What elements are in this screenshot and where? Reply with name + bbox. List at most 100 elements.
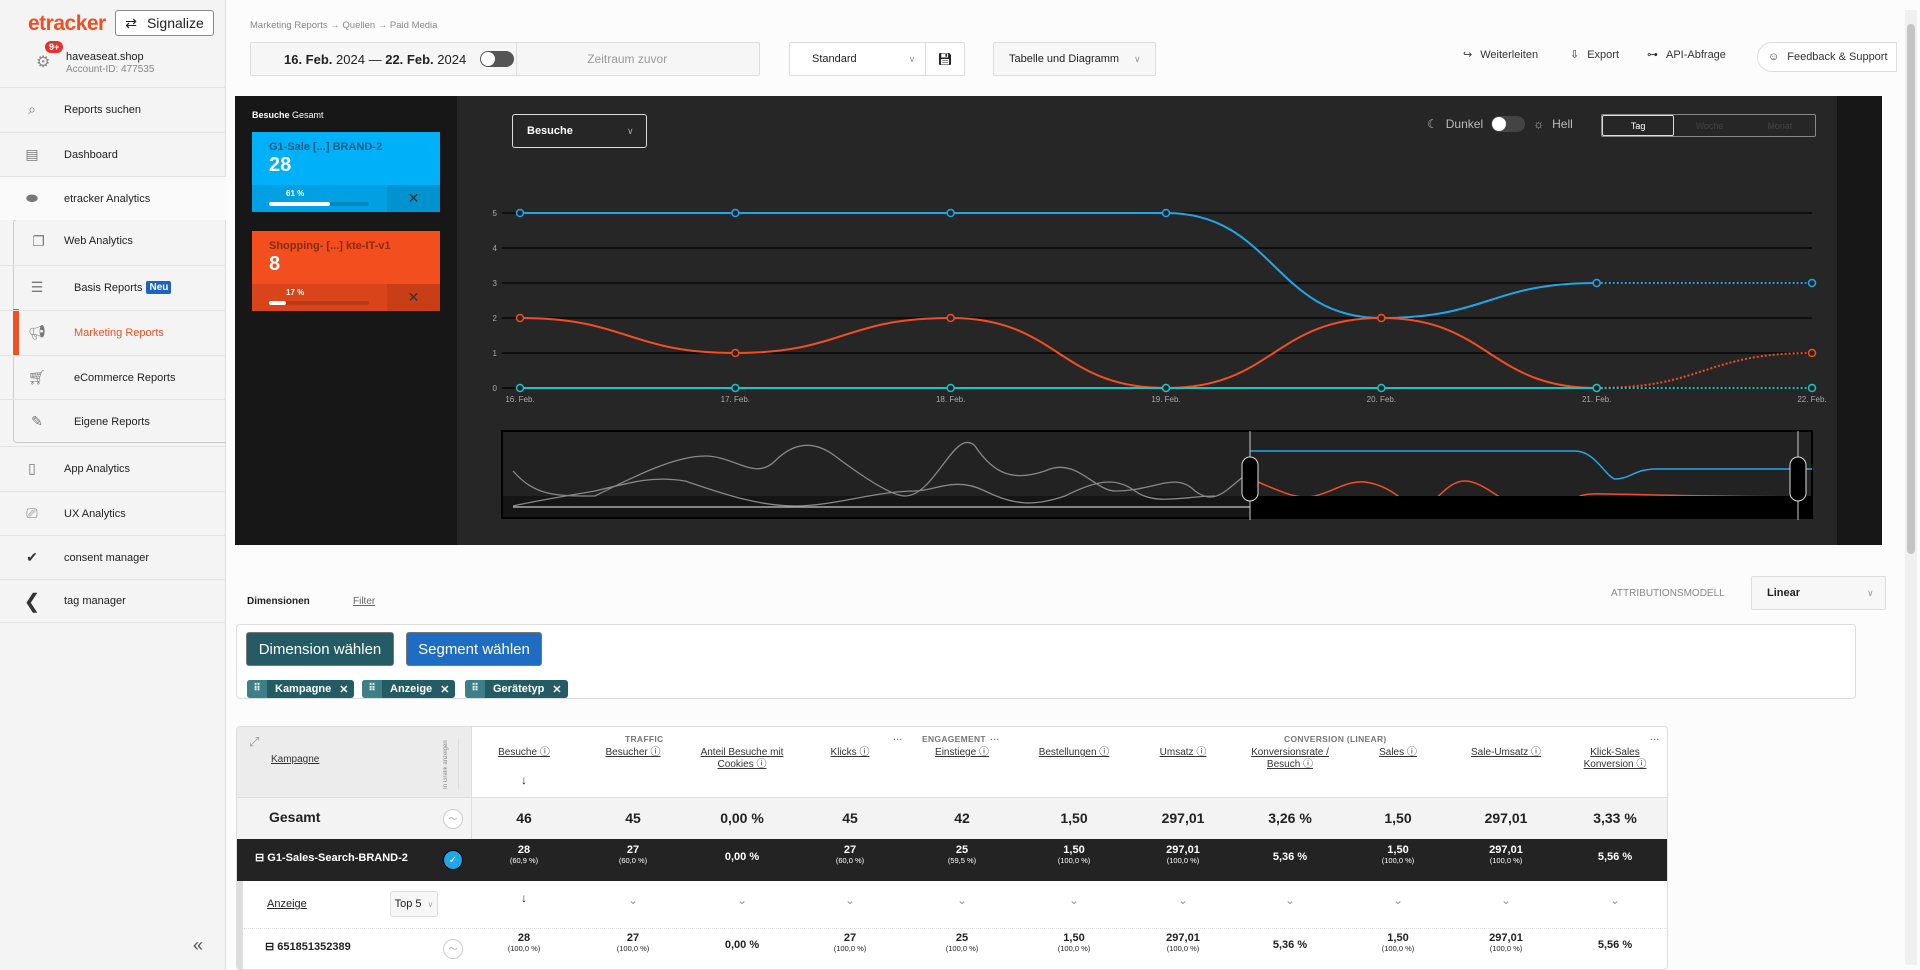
sort-chevron-icon[interactable]: ⌄ (1500, 893, 1512, 907)
cart-icon: 🛒︎ (28, 369, 46, 385)
metric-select[interactable]: Besuche ∨ (512, 114, 647, 148)
choose-segment-button[interactable]: Segment wählen (406, 632, 542, 666)
drag-handle-icon[interactable]: ⠿ (247, 680, 267, 698)
granularity-week[interactable]: Woche (1695, 120, 1724, 131)
page-scrollbar[interactable] (1905, 10, 1917, 965)
sort-chevron-icon[interactable]: ⌄ (1609, 893, 1621, 907)
sort-chevron-icon[interactable]: ⌄ (1392, 893, 1404, 907)
granularity-day[interactable]: Tag (1602, 115, 1675, 136)
date-range-picker[interactable]: 16. Feb. 2024 — 22. Feb. 2024 Zeitraum z… (250, 42, 760, 76)
sort-chevron-icon[interactable]: ⌄ (1068, 893, 1080, 907)
sort-chevron-icon[interactable]: ⌄ (1284, 893, 1296, 907)
drag-handle-icon[interactable]: ⠿ (465, 680, 485, 698)
granularity-switch[interactable]: Tag Woche Monat (1601, 114, 1816, 137)
scrollbar-thumb[interactable] (1907, 24, 1915, 554)
sort-desc-icon[interactable]: ↓ (521, 773, 527, 787)
selected-cell: 1,50 (100,0 %) (1057, 844, 1091, 865)
column-header[interactable]: Sales ⓘ (1379, 747, 1417, 758)
compare-period-label[interactable]: Zeitraum zuvor (587, 52, 668, 66)
sidebar-item-ux-analytics[interactable]: ⎚ UX Analytics (0, 491, 226, 535)
check-icon[interactable]: ✓ (443, 850, 463, 870)
dimension-chip[interactable]: ⠿ Anzeige ✕ (362, 680, 456, 698)
share-percent: (60,9 %) (509, 856, 539, 865)
column-header[interactable]: Besuche ⓘ (498, 747, 550, 758)
sort-chevron-icon[interactable]: ⌄ (627, 893, 639, 907)
close-icon[interactable]: ✕ (387, 284, 440, 311)
column-header[interactable]: Klick-Sales Konversion ⓘ (1583, 747, 1647, 770)
segment-card[interactable]: Shopping- [...] kte-IT-v1 8 17 % ✕ (252, 231, 440, 311)
gear-icon[interactable]: ⚙ (36, 54, 51, 71)
attribution-select[interactable]: Linear ∨ (1751, 576, 1886, 610)
column-header[interactable]: Umsatz ⓘ (1159, 747, 1207, 758)
sidebar-item-web-analytics[interactable]: ❐ Web Analytics (13, 219, 226, 263)
kampagne-header[interactable]: Kampagne (271, 754, 320, 765)
notification-badge[interactable]: 9+ (45, 41, 64, 53)
sidebar-item-etracker-analytics[interactable]: ⬬ etracker Analytics (0, 176, 226, 220)
save-view-icon[interactable]: 💾︎ (925, 43, 964, 75)
date-range[interactable]: 16. Feb. 2024 — 22. Feb. 2024 (284, 52, 466, 67)
feedback-support-button[interactable]: ☺ Feedback & Support (1757, 42, 1897, 72)
tab-filter[interactable]: Filter (353, 596, 376, 607)
sidebar-item-tag-manager[interactable]: ❮ tag manager (0, 579, 226, 623)
column-header[interactable]: Sale-Umsatz ⓘ (1470, 747, 1541, 758)
collapse-sidebar-button[interactable]: « (193, 935, 204, 955)
collapse-icon[interactable]: ⊟ (265, 941, 275, 953)
theme-switch[interactable]: ☾ Dunkel ☼ Hell (1427, 116, 1573, 132)
group-conversion: CONVERSION (LINEAR) (1284, 734, 1387, 744)
choose-dimension-button[interactable]: Dimension wählen (246, 632, 394, 666)
sort-chevron-icon[interactable]: ↓ (521, 891, 527, 905)
sidebar-item-dashboard[interactable]: ▤ Dashboard (0, 132, 226, 176)
line-chart[interactable]: 0 1 2 3 4 5 16. Feb. 17. Feb. 18. Feb. 19. Feb. 20… (235, 96, 1882, 545)
view-select[interactable]: Standard ∨ 💾︎ (789, 42, 965, 76)
subdimension-label[interactable]: Anzeige (267, 898, 307, 910)
group-menu-icon[interactable]: ··· (893, 734, 903, 744)
sidebar-item-eigene-reports[interactable]: ✎ Eigene Reports (0, 399, 226, 443)
sort-chevron-icon[interactable]: ⌄ (736, 893, 748, 907)
sort-chevron-icon[interactable]: ⌄ (956, 893, 968, 907)
signalize-button[interactable]: ⇄ Signalize (115, 10, 214, 36)
sidebar-item-reports-suchen[interactable]: ⌕ Reports suchen (0, 87, 226, 131)
sidebar-item-app-analytics[interactable]: ▯ App Analytics (0, 446, 226, 490)
forward-button[interactable]: ↪ Weiterleiten (1463, 48, 1538, 62)
export-button[interactable]: ⇩ Export (1570, 48, 1619, 62)
drag-handle-icon[interactable]: ⠿ (362, 680, 382, 698)
sidebar-item-marketing-reports[interactable]: 📢︎ Marketing Reports (0, 310, 226, 354)
etracker-logo[interactable]: etracker (28, 12, 106, 35)
chart-toggle-icon[interactable]: 〜 (443, 809, 463, 829)
sidebar-item-basis-reports[interactable]: ☰ Basis Reports Neu (0, 265, 226, 309)
selected-row-label[interactable]: ⊟ G1-Sales-Search-BRAND-2 (255, 851, 408, 864)
column-header[interactable]: Konversionsrate / Besuch ⓘ (1251, 747, 1329, 770)
selected-row[interactable] (237, 839, 1667, 881)
theme-toggle[interactable] (1491, 116, 1526, 132)
card-footer: 61 % ✕ (252, 185, 440, 212)
row-label[interactable]: ⊟ 651851352389 (265, 940, 351, 953)
segment-card[interactable]: G1-Sale [...] BRAND-2 28 61 % ✕ (252, 132, 440, 212)
api-query-button[interactable]: ⊶ API-Abfrage (1647, 48, 1726, 62)
top-n-select[interactable]: Top 5 ∨ (390, 891, 438, 917)
column-header[interactable]: Anteil Besuche mit Cookies ⓘ (700, 747, 784, 770)
group-menu-icon[interactable]: ··· (1650, 734, 1660, 744)
column-header[interactable]: Einstiege ⓘ (935, 747, 989, 758)
close-icon[interactable]: ✕ (387, 185, 440, 212)
compare-toggle[interactable] (480, 51, 515, 67)
column-header[interactable]: Klicks ⓘ (830, 747, 870, 758)
close-icon[interactable]: ✕ (552, 683, 562, 696)
collapse-icon[interactable]: ⊟ (255, 852, 265, 864)
close-icon[interactable]: ✕ (440, 683, 450, 696)
dimension-chip[interactable]: ⠿ Kampagne ✕ (247, 680, 355, 698)
sort-chevron-icon[interactable]: ⌄ (1177, 893, 1189, 907)
column-header[interactable]: Besucher ⓘ (605, 747, 661, 758)
chart-toggle-icon[interactable]: 〜 (443, 939, 463, 959)
dimension-chip[interactable]: ⠿ Gerätetyp ✕ (465, 680, 568, 698)
granularity-month[interactable]: Monat (1767, 120, 1793, 131)
column-header[interactable]: Bestellungen ⓘ (1038, 747, 1110, 758)
display-mode-select[interactable]: Tabelle und Diagramm ∨ (993, 42, 1156, 76)
sidebar-item-consent-manager[interactable]: ✔ consent manager (0, 535, 226, 579)
close-icon[interactable]: ✕ (339, 683, 349, 696)
sidebar-item-ecommerce-reports[interactable]: 🛒︎ eCommerce Reports (0, 355, 226, 399)
tab-dimensionen[interactable]: Dimensionen (247, 596, 310, 607)
sort-chevron-icon[interactable]: ⌄ (844, 893, 856, 907)
breadcrumb[interactable]: Marketing Reports → Quellen → Paid Media (250, 20, 438, 31)
expand-icon[interactable]: ⤢ (249, 734, 260, 749)
group-menu-icon[interactable]: ··· (990, 734, 1000, 744)
